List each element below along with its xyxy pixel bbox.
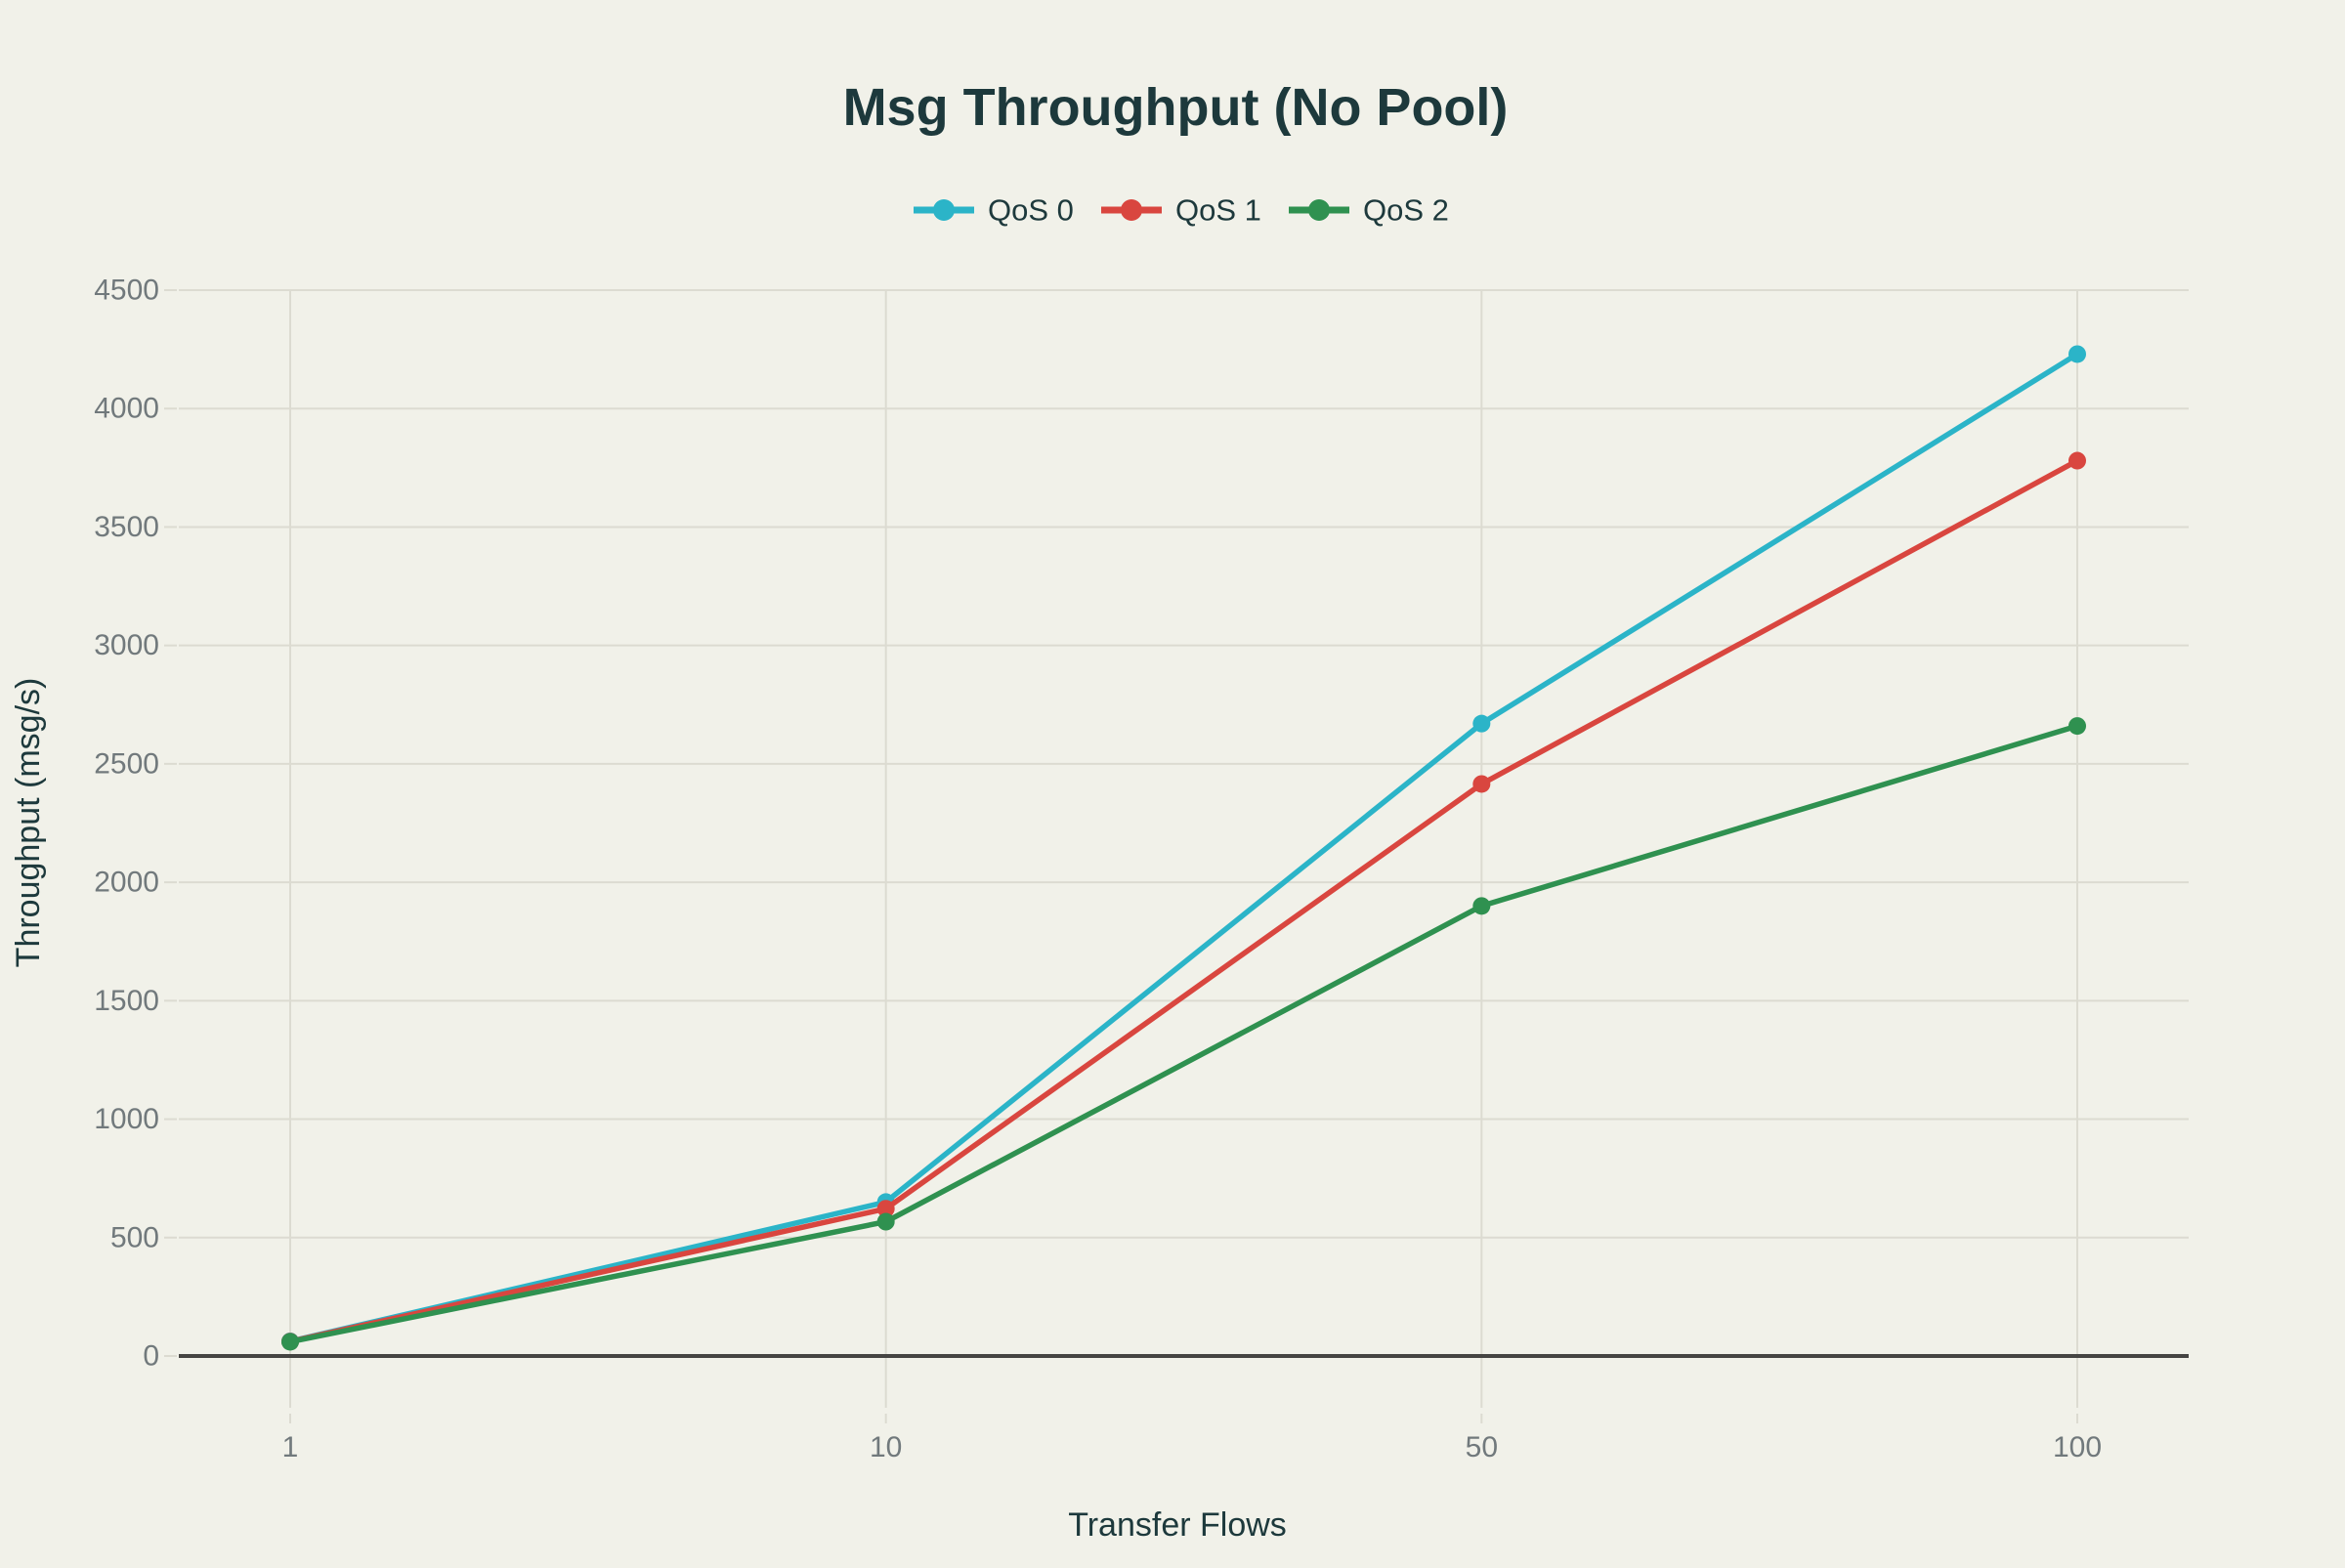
legend-label: QoS 1 [1175,193,1261,228]
y-tick-label: 2500 [94,747,159,780]
y-tick-label: 0 [143,1340,159,1373]
series-qos-1-point[interactable] [2068,451,2086,470]
legend-item-qos-0[interactable]: QoS 0 [914,193,1074,228]
y-tick-label: 3000 [94,629,159,661]
series-qos-2-line [287,723,2080,1345]
y-tick-label: 500 [110,1221,159,1253]
series-qos-1-point[interactable] [876,1200,895,1218]
series-qos-1-point[interactable] [1472,775,1491,793]
legend-label: QoS 0 [988,193,1074,228]
y-tick-label: 4000 [94,393,159,425]
y-axis-title: Throughput (msg/s) [10,678,47,968]
x-tick-label: 100 [2053,1431,2102,1463]
grid-layer [164,289,2189,1423]
series-qos-2-point[interactable] [1472,897,1491,915]
series-qos-0-line [287,351,2080,1344]
x-axis-title: Transfer Flows [1068,1506,1287,1544]
chart-title: Msg Throughput (No Pool) [843,78,1509,137]
series-qos-0 [281,345,2086,1350]
legend-swatch-dot [1308,199,1330,221]
y-tick-label: 1000 [94,1103,159,1135]
legend-item-qos-1[interactable]: QoS 1 [1101,193,1261,228]
series-qos-1-line [287,457,2080,1344]
series-qos-2 [281,717,2086,1351]
legend-label: QoS 2 [1363,193,1449,228]
series-qos-0-point[interactable] [1472,714,1491,733]
x-tick-label: 1 [282,1431,299,1463]
series-qos-0-point[interactable] [2068,345,2086,363]
y-tick-label: 1500 [94,985,159,1017]
legend-item-qos-2[interactable]: QoS 2 [1289,193,1449,228]
x-tick-label: 50 [1466,1431,1498,1463]
series-layer [281,345,2086,1351]
y-tick-label: 2000 [94,867,159,899]
series-qos-2-point[interactable] [2068,717,2086,736]
series-qos-2-point[interactable] [281,1333,299,1351]
legend-swatch-dot [1121,199,1142,221]
y-tick-label: 4500 [94,275,159,307]
series-qos-1 [281,451,2086,1351]
legend-swatch-dot [933,199,955,221]
series-qos-2-point[interactable] [876,1212,895,1231]
legend: QoS 0 QoS 1 QoS 2 [914,193,1449,228]
y-tick-label: 3500 [94,511,159,543]
axis-tick-labels: 0 500 1000 1500 2000 2500 3000 3500 4000 4500 1 10 5… [94,275,2102,1464]
x-tick-label: 10 [870,1431,902,1463]
